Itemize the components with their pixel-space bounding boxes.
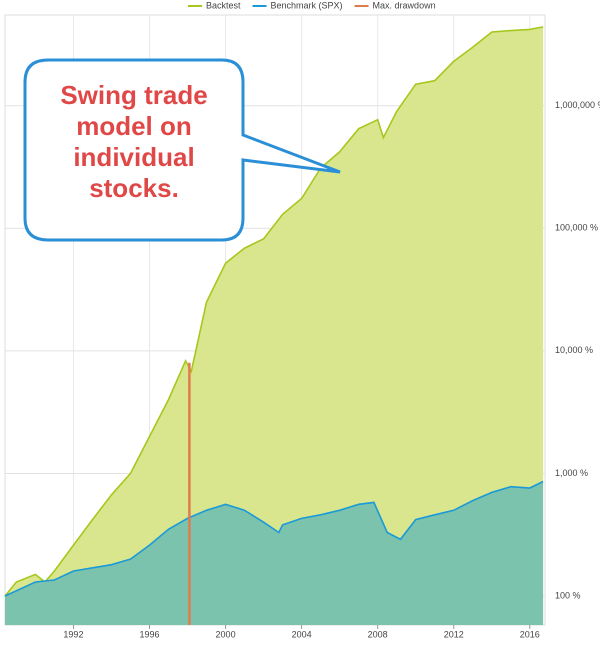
axes: 100 % 1,000 % 10,000 % 100,000 % 1,000,000 %… — [63, 0, 600, 639]
y-tick-label: 100 % — [555, 590, 581, 600]
x-tick-label: 2000 — [216, 629, 236, 639]
y-tick-label: 1,000,000 % — [555, 100, 600, 110]
legend-label: Backtest — [206, 0, 241, 10]
legend-label: Benchmark (SPX) — [271, 0, 343, 10]
x-tick-label: 2004 — [292, 629, 312, 639]
y-tick-label: 10,000 % — [555, 345, 593, 355]
callout-box — [23, 58, 341, 242]
legend-label: Max. drawdown — [373, 0, 436, 10]
x-tick-label: 1996 — [139, 629, 159, 639]
y-tick-label: 1,000 % — [555, 468, 588, 478]
marks — [4, 26, 544, 625]
x-tick-label: 2008 — [368, 629, 388, 639]
x-tick-label: 1992 — [63, 629, 83, 639]
x-tick-label: 2012 — [444, 629, 464, 639]
x-tick-label: 2016 — [520, 629, 540, 639]
area-fill — [5, 481, 544, 625]
area-fill — [5, 26, 544, 625]
y-tick-label: 100,000 % — [555, 223, 598, 233]
series-line — [4, 480, 544, 597]
series-line — [4, 26, 544, 597]
annotation: Swing trade model on individual stocks. — [60, 80, 208, 203]
